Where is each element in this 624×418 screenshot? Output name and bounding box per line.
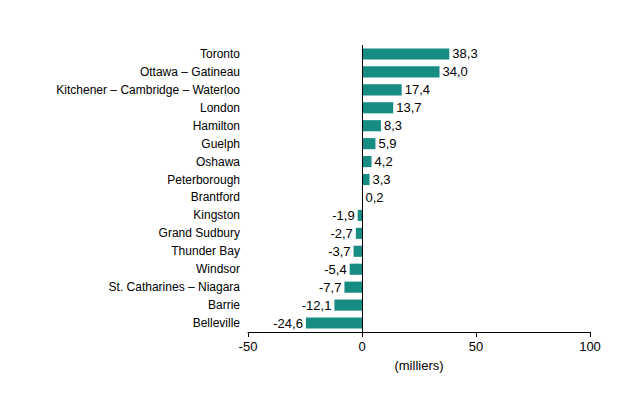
- svg-text:Toronto: Toronto: [200, 47, 240, 61]
- svg-text:0: 0: [358, 339, 365, 354]
- svg-text:-3,7: -3,7: [328, 244, 350, 259]
- svg-text:34,0: 34,0: [443, 64, 468, 79]
- svg-text:Brantford: Brantford: [191, 190, 240, 204]
- svg-text:-2,7: -2,7: [330, 226, 352, 241]
- svg-text:5,9: 5,9: [378, 136, 396, 151]
- svg-text:Hamilton: Hamilton: [193, 119, 240, 133]
- svg-text:Ottawa – Gatineau: Ottawa – Gatineau: [140, 65, 240, 79]
- svg-text:38,3: 38,3: [452, 46, 477, 61]
- svg-text:Thunder Bay: Thunder Bay: [171, 244, 240, 258]
- svg-text:13,7: 13,7: [396, 100, 421, 115]
- svg-text:0,2: 0,2: [365, 190, 383, 205]
- svg-text:17,4: 17,4: [405, 82, 430, 97]
- svg-text:Barrie: Barrie: [208, 298, 240, 312]
- svg-text:Kingston: Kingston: [193, 208, 240, 222]
- svg-text:Kitchener – Cambridge – Waterl: Kitchener – Cambridge – Waterloo: [56, 83, 240, 97]
- svg-text:Guelph: Guelph: [201, 137, 240, 151]
- svg-text:4,2: 4,2: [375, 154, 393, 169]
- svg-text:Peterborough: Peterborough: [167, 173, 240, 187]
- svg-text:8,3: 8,3: [384, 118, 402, 133]
- svg-text:(milliers): (milliers): [394, 358, 443, 373]
- svg-text:London: London: [200, 101, 240, 115]
- svg-text:-12,1: -12,1: [302, 298, 332, 313]
- svg-text:-5,4: -5,4: [324, 262, 346, 277]
- svg-text:-7,7: -7,7: [319, 280, 341, 295]
- svg-text:Grand Sudbury: Grand Sudbury: [159, 226, 240, 240]
- svg-text:50: 50: [469, 339, 483, 354]
- svg-text:-50: -50: [239, 339, 258, 354]
- svg-text:-1,9: -1,9: [332, 208, 354, 223]
- svg-text:-24,6: -24,6: [273, 316, 303, 331]
- svg-text:Windsor: Windsor: [196, 262, 240, 276]
- svg-text:100: 100: [579, 339, 601, 354]
- svg-text:3,3: 3,3: [373, 172, 391, 187]
- svg-text:Belleville: Belleville: [193, 316, 241, 330]
- svg-text:St. Catharines – Niagara: St. Catharines – Niagara: [109, 280, 241, 294]
- svg-text:Oshawa: Oshawa: [196, 155, 240, 169]
